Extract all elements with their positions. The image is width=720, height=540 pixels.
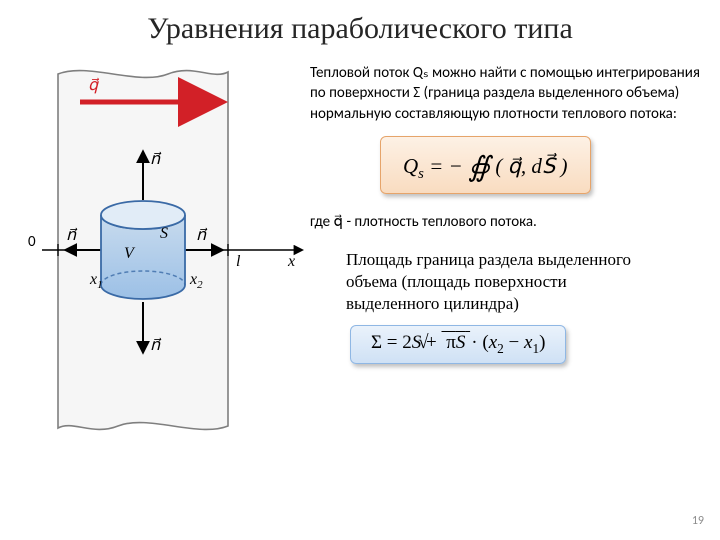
q-label: q⃗ (88, 77, 100, 94)
formula-sigma: Σ = 2S + πS √ · (x2 − x1) (350, 325, 566, 364)
text-column: Тепловой поток Qₛ можно найти с помощью … (310, 63, 705, 364)
formula-heat-flux: Qs = − ∯ ( q⃗, dS⃗ ) (380, 136, 591, 194)
diagram: q⃗ n⃗ n⃗ n⃗ n⃗ V S x1 x2 l x (18, 60, 308, 440)
page-title: Уравнения параболического типа (0, 12, 720, 46)
where-line: где q⃗ - плотность теплового потока. (310, 212, 705, 231)
l-label: l (236, 253, 241, 270)
formula2-content: Σ = 2S + πS √ · (x2 − x1) (371, 332, 545, 353)
S-label: S (160, 225, 168, 242)
x-axis-label: x (287, 253, 295, 270)
formula1-content: Qs = − ∯ ( q⃗, dS⃗ ) (403, 154, 568, 178)
area-description: Площадь граница раздела выделенного объе… (346, 249, 646, 315)
page-number: 19 (692, 514, 704, 528)
cylinder (101, 201, 185, 299)
intro-paragraph: Тепловой поток Qₛ можно найти с помощью … (310, 63, 705, 124)
